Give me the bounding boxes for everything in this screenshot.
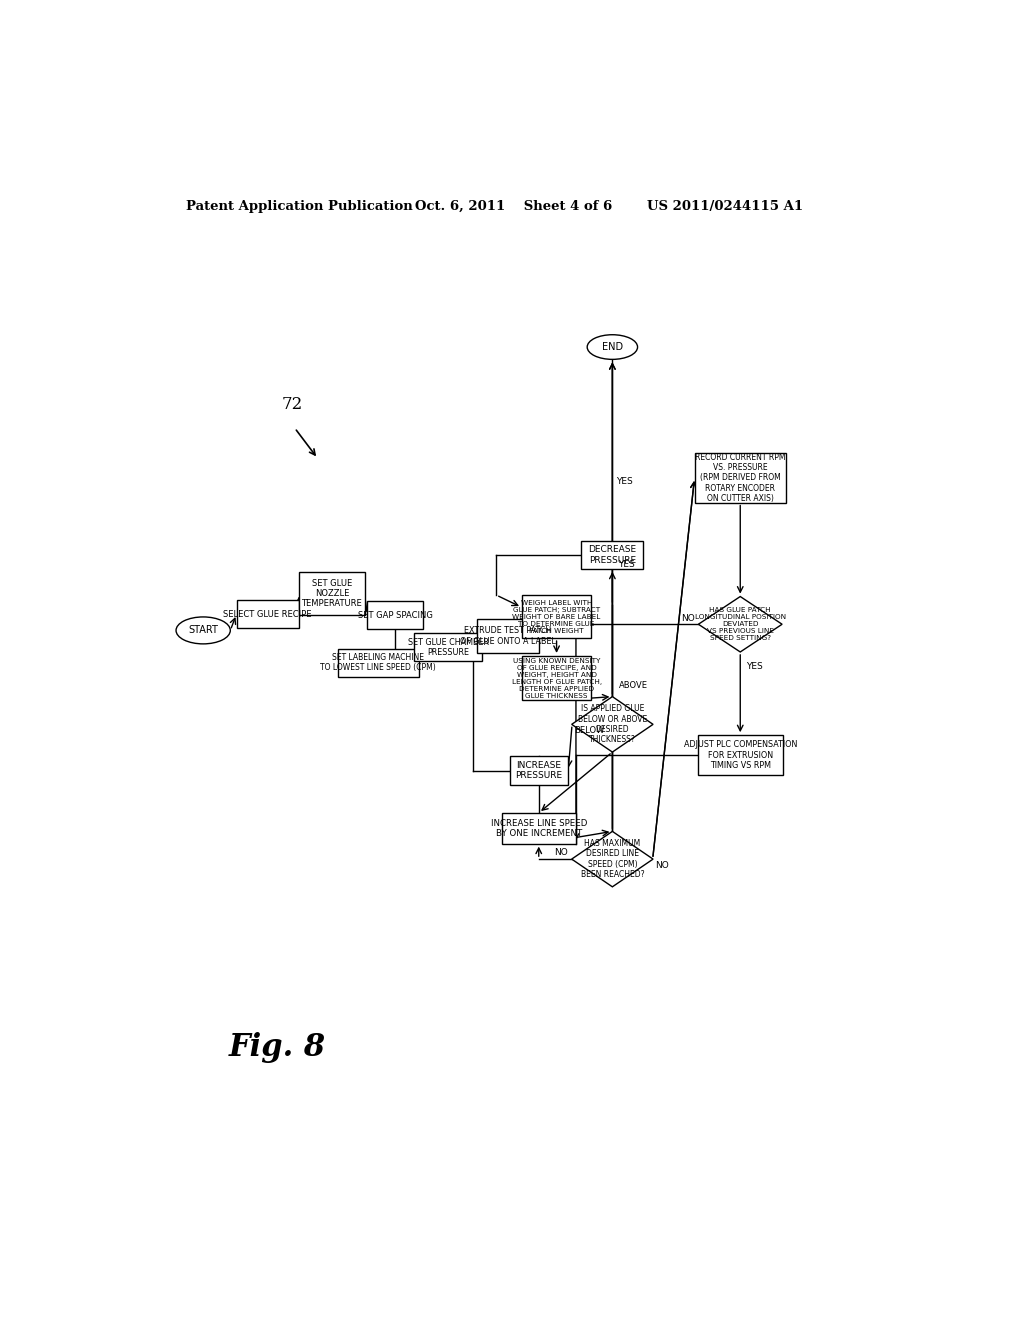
FancyBboxPatch shape: [521, 595, 592, 638]
Text: SET GLUE CHAMBER
PRESSURE: SET GLUE CHAMBER PRESSURE: [408, 638, 488, 657]
FancyBboxPatch shape: [237, 601, 299, 628]
Text: BELOW: BELOW: [573, 726, 604, 735]
FancyBboxPatch shape: [502, 813, 575, 843]
Text: YES: YES: [618, 560, 635, 569]
Text: RECORD CURRENT RPM
VS. PRESSURE
(RPM DERIVED FROM
ROTARY ENCODER
ON CUTTER AXIS): RECORD CURRENT RPM VS. PRESSURE (RPM DER…: [695, 453, 785, 503]
FancyBboxPatch shape: [368, 601, 423, 628]
Polygon shape: [698, 597, 782, 652]
Text: US 2011/0244115 A1: US 2011/0244115 A1: [647, 199, 804, 213]
Text: EXTRUDE TEST PATCH
OF GLUE ONTO A LABEL: EXTRUDE TEST PATCH OF GLUE ONTO A LABEL: [460, 626, 556, 645]
FancyBboxPatch shape: [338, 649, 419, 677]
FancyBboxPatch shape: [299, 573, 365, 615]
Text: NO: NO: [554, 849, 568, 858]
Text: END: END: [602, 342, 623, 352]
Ellipse shape: [176, 616, 230, 644]
Text: SELECT GLUE RECIPE: SELECT GLUE RECIPE: [223, 610, 311, 619]
Text: START: START: [188, 626, 218, 635]
Ellipse shape: [587, 335, 638, 359]
Text: Fig. 8: Fig. 8: [228, 1032, 326, 1063]
FancyBboxPatch shape: [521, 656, 592, 701]
Text: WEIGH LABEL WITH
GLUE PATCH; SUBTRACT
WEIGHT OF BARE LABEL
TO DETERMINE GLUE
PAT: WEIGH LABEL WITH GLUE PATCH; SUBTRACT WE…: [512, 599, 601, 634]
Text: HAS MAXIMUM
DESIRED LINE
SPEED (CPM)
BEEN REACHED?: HAS MAXIMUM DESIRED LINE SPEED (CPM) BEE…: [581, 840, 644, 879]
FancyBboxPatch shape: [697, 735, 783, 775]
Polygon shape: [571, 697, 653, 752]
Text: IS APPLIED GLUE
BELOW OR ABOVE
DESIRED
THICKNESS?: IS APPLIED GLUE BELOW OR ABOVE DESIRED T…: [578, 705, 647, 744]
FancyBboxPatch shape: [414, 634, 482, 661]
Text: USING KNOWN DENSITY
OF GLUE RECIPE, AND
WEIGHT, HEIGHT AND
LENGTH OF GLUE PATCH,: USING KNOWN DENSITY OF GLUE RECIPE, AND …: [512, 657, 602, 698]
Text: 72: 72: [282, 396, 303, 413]
Text: YES: YES: [746, 663, 763, 671]
FancyBboxPatch shape: [694, 453, 786, 503]
Text: HAS GLUE PATCH
LONGITUDINAL POSITION
DEVIATED
VS PREVIOUS LINE
SPEED SETTING?: HAS GLUE PATCH LONGITUDINAL POSITION DEV…: [694, 607, 785, 642]
FancyBboxPatch shape: [510, 756, 568, 785]
Text: Patent Application Publication: Patent Application Publication: [186, 199, 413, 213]
Text: ABOVE: ABOVE: [618, 681, 647, 690]
Text: NO: NO: [681, 614, 694, 623]
Text: SET GAP SPACING: SET GAP SPACING: [358, 611, 433, 619]
Text: INCREASE
PRESSURE: INCREASE PRESSURE: [515, 760, 562, 780]
Text: ADJUST PLC COMPENSATION
FOR EXTRUSION
TIMING VS RPM: ADJUST PLC COMPENSATION FOR EXTRUSION TI…: [684, 741, 797, 770]
Text: SET LABELING MACHINE
TO LOWEST LINE SPEED (CPM): SET LABELING MACHINE TO LOWEST LINE SPEE…: [321, 653, 436, 672]
FancyBboxPatch shape: [582, 541, 643, 569]
Text: SET GLUE
NOZZLE
TEMPERATURE: SET GLUE NOZZLE TEMPERATURE: [301, 578, 362, 609]
Text: NO: NO: [655, 861, 669, 870]
Text: YES: YES: [616, 478, 633, 486]
Text: DECREASE
PRESSURE: DECREASE PRESSURE: [589, 545, 637, 565]
Text: Oct. 6, 2011    Sheet 4 of 6: Oct. 6, 2011 Sheet 4 of 6: [415, 199, 612, 213]
Polygon shape: [571, 832, 653, 887]
Text: INCREASE LINE SPEED
BY ONE INCREMENT: INCREASE LINE SPEED BY ONE INCREMENT: [490, 818, 587, 838]
FancyBboxPatch shape: [477, 619, 539, 653]
